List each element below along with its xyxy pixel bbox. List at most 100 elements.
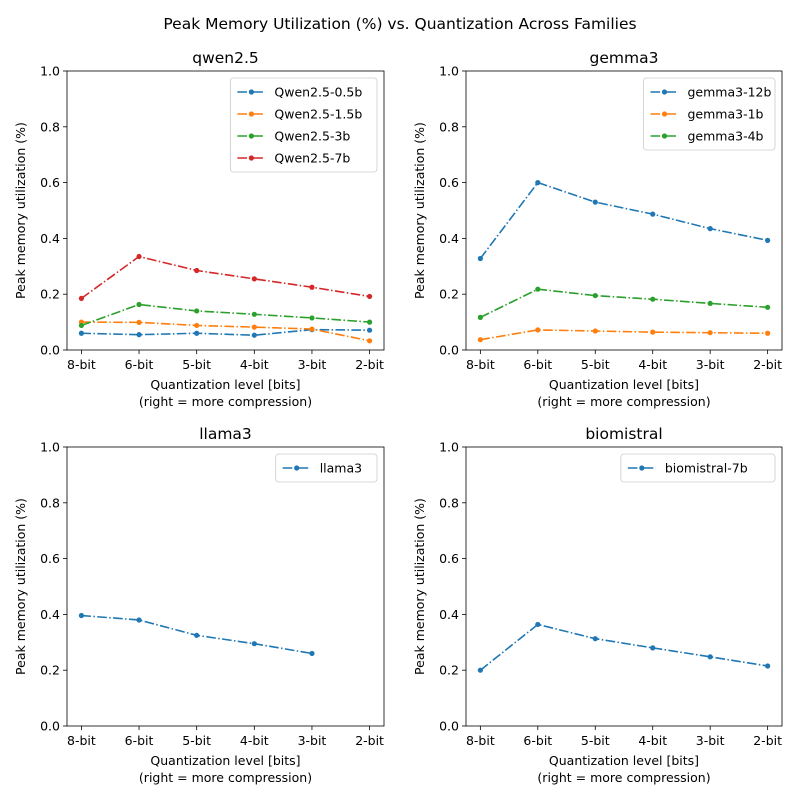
data-point xyxy=(78,295,85,301)
x-tick-label: 6-bit xyxy=(523,733,552,748)
subplot-title: gemma3 xyxy=(590,49,659,67)
data-point xyxy=(194,330,200,336)
series-gemma3-12b xyxy=(477,180,771,262)
data-point xyxy=(309,650,315,657)
data-point xyxy=(366,327,373,333)
legend-box xyxy=(275,453,378,483)
y-tick-label: 1.0 xyxy=(40,64,60,79)
y-tick-label: 1.0 xyxy=(439,64,459,79)
legend-label: biomistral-7b xyxy=(665,461,748,476)
data-point xyxy=(765,304,771,310)
y-tick-label: 0.4 xyxy=(40,231,60,246)
x-tick-label: 3-bit xyxy=(298,733,327,748)
y-tick-label: 0.2 xyxy=(40,287,60,302)
x-tick-label: 4-bit xyxy=(638,733,667,748)
legend-marker xyxy=(639,465,645,471)
data-point xyxy=(477,255,483,262)
x-axis-label: Quantization level [bits] xyxy=(150,377,300,392)
x-tick-label: 3-bit xyxy=(696,733,725,748)
y-tick-label: 0.2 xyxy=(40,663,60,678)
data-point xyxy=(650,645,656,651)
data-point xyxy=(650,296,656,302)
x-axis-label: Quantization level [bits] xyxy=(549,753,699,768)
data-point xyxy=(650,211,656,217)
y-tick-label: 0.6 xyxy=(40,175,60,190)
subplot-grid: qwen2.5 0.0 0.2 0.4 0.6 0.8 1.0 8-bit 6-bit 5-bit… xyxy=(13,49,783,785)
y-tick-label: 0.4 xyxy=(439,231,459,246)
x-tick-label: 8-bit xyxy=(466,357,495,372)
legend-label: Qwen2.5-0.5b xyxy=(274,85,362,100)
data-point xyxy=(136,319,142,325)
data-point xyxy=(194,308,200,314)
series-line xyxy=(480,329,768,341)
x-tick-label: 5-bit xyxy=(581,733,610,748)
y-tick-label: 0.8 xyxy=(40,495,60,510)
legend-item-biomistral-7b: biomistral-7b xyxy=(627,461,748,476)
x-tick-label: 4-bit xyxy=(638,357,667,372)
data-point xyxy=(707,300,713,307)
data-point xyxy=(592,328,598,334)
axes-frame xyxy=(66,70,385,351)
legend-item-llama3: llama3 xyxy=(282,461,362,476)
data-point xyxy=(251,324,257,330)
x-axis-sublabel: (right = more compression) xyxy=(139,394,312,409)
data-point xyxy=(707,654,713,660)
legend-marker xyxy=(661,133,668,139)
data-point xyxy=(251,276,257,282)
data-point xyxy=(765,237,771,243)
subplot-qwen2-5: qwen2.5 0.0 0.2 0.4 0.6 0.8 1.0 8-bit 6-bit 5-bit… xyxy=(13,49,385,409)
data-point xyxy=(251,311,257,317)
series-line xyxy=(479,623,768,671)
x-tick-label: 3-bit xyxy=(696,357,725,372)
data-point xyxy=(592,292,598,299)
data-point xyxy=(78,330,85,336)
data-point xyxy=(707,226,713,232)
legend-item-qwen2-5-1-5b: Qwen2.5-1.5b xyxy=(237,107,362,122)
legend-marker xyxy=(661,111,668,117)
subplot-title: biomistral xyxy=(585,425,662,443)
legend-box xyxy=(620,453,776,483)
data-point xyxy=(535,621,541,628)
data-point xyxy=(366,319,373,325)
data-point xyxy=(592,199,598,205)
x-tick-label: 6-bit xyxy=(125,357,154,372)
legend-item-qwen2-5-3b: Qwen2.5-3b xyxy=(237,129,350,144)
data-point xyxy=(707,330,713,336)
x-tick-label: 6-bit xyxy=(523,357,552,372)
y-tick-label: 0.0 xyxy=(439,719,459,734)
data-point xyxy=(194,632,200,638)
y-tick-label: 0.4 xyxy=(439,607,459,622)
x-tick-label: 5-bit xyxy=(182,733,211,748)
data-point xyxy=(477,667,483,673)
y-tick-label: 0.0 xyxy=(40,719,60,734)
y-tick-label: 0.0 xyxy=(439,343,459,358)
figure-title: Peak Memory Utilization (%) vs. Quantiza… xyxy=(163,15,636,33)
y-tick-label: 0.4 xyxy=(40,607,60,622)
x-tick-label: 5-bit xyxy=(182,357,211,372)
x-tick-label: 8-bit xyxy=(466,733,495,748)
x-tick-label: 5-bit xyxy=(581,357,610,372)
legend-label: Qwen2.5-1.5b xyxy=(274,107,362,122)
data-point xyxy=(535,327,541,333)
y-tick-label: 0.8 xyxy=(439,119,459,134)
x-axis-sublabel: (right = more compression) xyxy=(537,394,710,409)
series-line xyxy=(81,321,370,342)
y-tick-label: 0.2 xyxy=(439,663,459,678)
x-axis-label: Quantization level [bits] xyxy=(549,377,699,392)
series-gemma3-1b xyxy=(477,327,771,343)
legend-label: gemma3-4b xyxy=(688,129,764,144)
series-biomistral-7b xyxy=(477,621,771,673)
data-point xyxy=(765,330,771,336)
legend-item-gemma3-12b: gemma3-12b xyxy=(650,85,772,100)
series-gemma3-4b xyxy=(477,286,771,320)
legend-marker xyxy=(248,133,254,139)
y-tick-label: 0.6 xyxy=(40,551,60,566)
data-point xyxy=(535,286,541,292)
y-axis-label: Peak memory utilization (%) xyxy=(412,498,427,675)
series-line xyxy=(480,288,768,319)
series-qwen2-5-7b xyxy=(78,253,373,301)
subplot-llama3: llama3 0.0 0.2 0.4 0.6 0.8 1.0 8-bit 6-bit 5-bit 4… xyxy=(13,425,385,785)
x-tick-label: 4-bit xyxy=(240,357,269,372)
data-point xyxy=(650,329,656,335)
